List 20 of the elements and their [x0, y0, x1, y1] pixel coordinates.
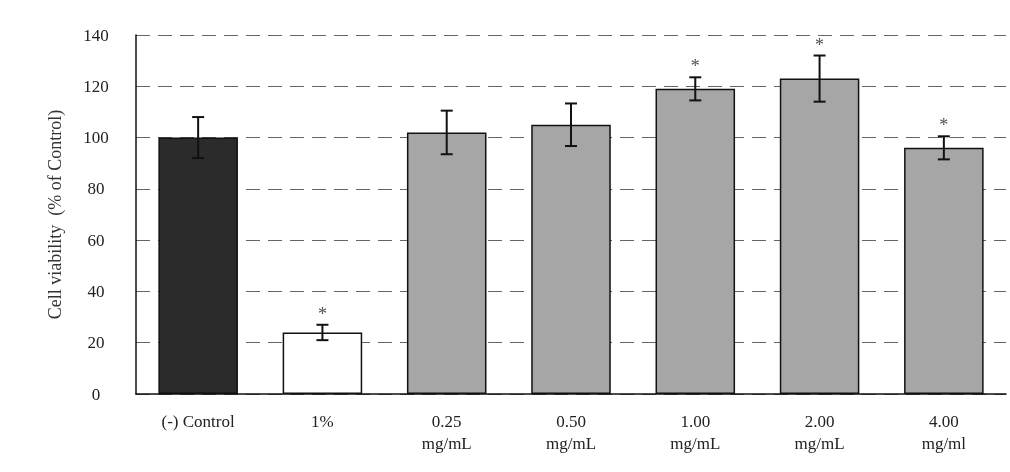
x-tick-label: 2.00 mg/mL: [794, 411, 845, 453]
y-tick-label: 20: [87, 333, 105, 353]
y-tick-label: 120: [83, 76, 109, 96]
annotation: *: [815, 34, 825, 55]
y-tick-label: 0: [91, 384, 101, 404]
annotation: *: [939, 115, 949, 136]
x-tick-label: 4.00 mg/ml: [921, 411, 967, 453]
y-tick-label: 80: [87, 179, 105, 199]
x-tick-label: 1%: [311, 411, 334, 431]
x-tick-label: 0.25 mg/mL: [421, 411, 472, 453]
y-tick-label: 60: [87, 230, 105, 250]
y-tick-label: 40: [87, 281, 105, 301]
annotation: *: [317, 303, 327, 324]
x-tick-label: 0.50 mg/mL: [545, 411, 597, 453]
x-tick-label: 1.00 mg/mL: [670, 411, 721, 453]
x-tick-label: (-) Control: [161, 411, 236, 431]
y-tick-label: 140: [83, 25, 109, 45]
annotation: *: [690, 56, 700, 77]
y-axis-title: Cell viability (% of Control): [45, 109, 66, 320]
y-tick-label: 100: [83, 128, 109, 148]
